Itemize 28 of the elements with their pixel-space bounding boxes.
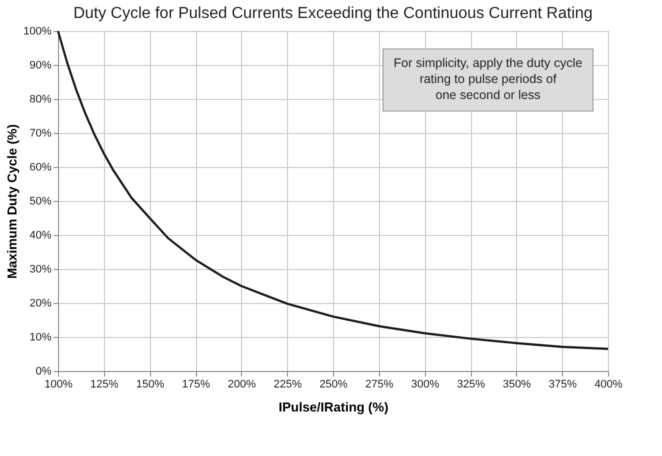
x-tick-label: 325%: [456, 378, 486, 390]
x-tick-label: 125%: [90, 378, 119, 390]
y-tick-label: 100%: [23, 26, 52, 38]
y-axis-title: Maximum Duty Cycle (%): [4, 124, 20, 279]
x-tick-label: 175%: [182, 378, 210, 390]
x-axis-title: IPulse/IRating (%): [278, 400, 388, 414]
annotation: For simplicity, apply the duty cycle rating to pulse periods of one second or less: [394, 56, 582, 102]
x-tick-label: 275%: [365, 378, 394, 390]
x-tick-label: 250%: [319, 378, 348, 390]
x-tick-label: 400%: [594, 378, 623, 390]
y-tick-label: 90%: [29, 60, 52, 72]
chart-title: Duty Cycle for Pulsed Currents Exceeding the Continuous Current Rating: [73, 5, 593, 22]
x-tick-label: 200%: [228, 378, 256, 390]
y-tick-label: 30%: [29, 264, 52, 276]
y-tick-label: 20%: [29, 298, 52, 310]
x-tick-label: 225%: [274, 378, 302, 390]
y-tick-label: 0%: [36, 366, 52, 378]
y-tick-label: 70%: [29, 128, 52, 140]
y-tick-label: 50%: [29, 196, 52, 208]
y-tick-label: 60%: [29, 162, 52, 174]
y-tick-label: 80%: [29, 94, 52, 106]
y-tick-label: 10%: [29, 332, 52, 344]
x-tick-label: 375%: [548, 378, 577, 390]
x-tick-label: 150%: [136, 378, 164, 390]
x-tick-label: 350%: [502, 378, 532, 390]
y-tick-label: 40%: [29, 230, 52, 242]
x-tick-label: 100%: [44, 378, 73, 390]
x-tick-label: 300%: [411, 378, 440, 390]
